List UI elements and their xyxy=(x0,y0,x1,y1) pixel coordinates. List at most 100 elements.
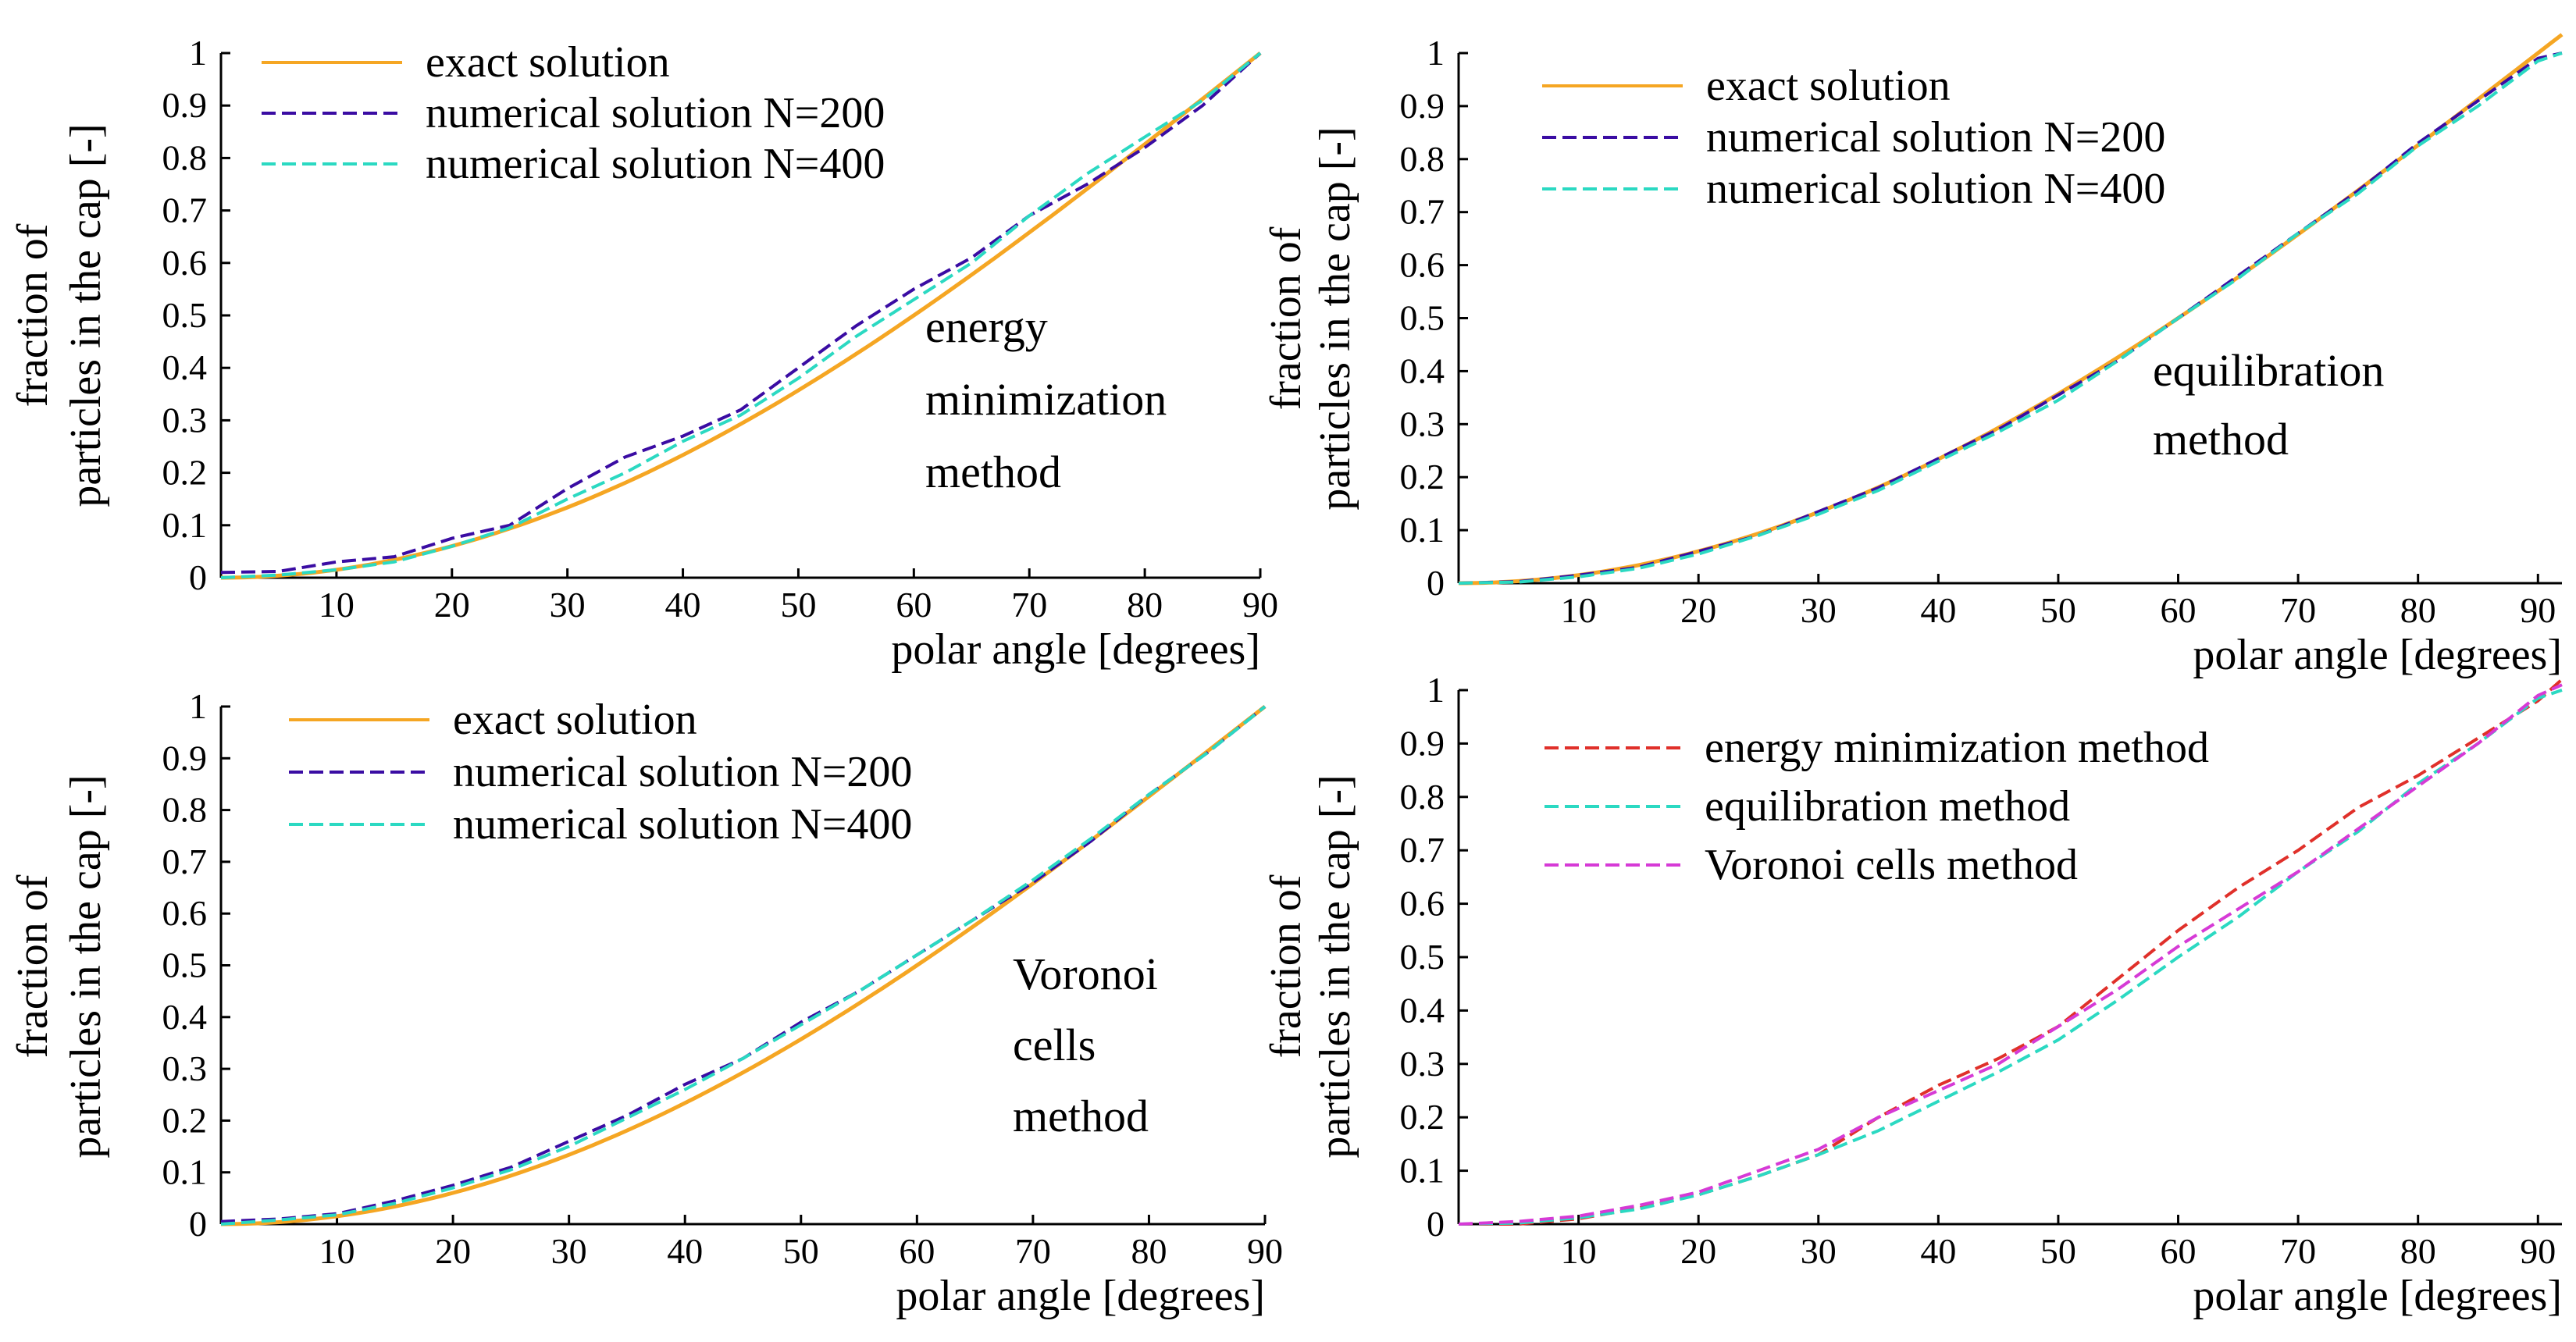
y-axis-title: particles in the cap [-] xyxy=(1311,126,1359,510)
panel-bottom-left: 0 0.1 0.2 0.3 0.4 0.5 0.6 0.7 0.8 0.9 1 10 20 30 40 50 6… xyxy=(9,686,1283,1320)
y-axis-title: fraction of xyxy=(1262,874,1310,1058)
series-line-1 xyxy=(220,52,1262,575)
x-tick-label: 20 xyxy=(434,585,470,625)
y-tick-label: 0 xyxy=(189,557,207,597)
series-line-2 xyxy=(220,705,1267,1226)
series-line-0 xyxy=(220,52,1262,580)
y-tick-label: 0.7 xyxy=(162,842,208,881)
y-tick-label: 0.8 xyxy=(1400,139,1445,179)
legend-label: equilibration method xyxy=(1705,782,2070,831)
x-tick-label: 20 xyxy=(1680,590,1716,630)
y-tick-label: 0 xyxy=(1427,1204,1445,1244)
y-tick-label: 0.1 xyxy=(1400,510,1445,550)
method-annotation: method xyxy=(1013,1091,1149,1141)
y-axis-title: particles in the cap [-] xyxy=(62,123,110,507)
x-tick-label: 60 xyxy=(2161,1231,2197,1271)
y-tick-label: 0.4 xyxy=(162,347,208,387)
y-tick-label: 1 xyxy=(189,686,207,726)
y-tick-label: 0.5 xyxy=(1400,298,1445,338)
y-tick-label: 0.4 xyxy=(1400,990,1445,1030)
y-tick-label: 0 xyxy=(189,1204,207,1244)
x-tick-label: 70 xyxy=(2280,590,2316,630)
y-tick-label: 0.5 xyxy=(1400,937,1445,977)
y-tick-label: 1 xyxy=(1427,670,1445,710)
y-tick-label: 0.5 xyxy=(162,295,208,335)
legend-label: exact solution xyxy=(426,38,670,87)
x-tick-label: 80 xyxy=(1131,1231,1167,1271)
x-tick-label: 50 xyxy=(2040,590,2076,630)
y-tick-label: 0.1 xyxy=(162,1152,208,1192)
y-tick-label: 0.2 xyxy=(162,1100,208,1140)
y-tick-label: 0.8 xyxy=(162,137,208,177)
y-tick-label: 0.8 xyxy=(162,790,208,830)
x-tick-label: 90 xyxy=(2520,1231,2556,1271)
y-tick-label: 0.9 xyxy=(162,738,208,778)
y-tick-label: 0 xyxy=(1427,563,1445,603)
method-annotation: minimization xyxy=(925,374,1167,425)
series-line-2 xyxy=(220,52,1262,579)
method-annotation: Voronoi xyxy=(1013,949,1158,999)
y-tick-label: 0.6 xyxy=(1400,245,1445,285)
y-tick-label: 0.9 xyxy=(162,85,208,125)
y-tick-label: 0.7 xyxy=(1400,830,1445,870)
x-tick-label: 10 xyxy=(319,1231,355,1271)
x-tick-label: 40 xyxy=(667,1231,703,1271)
legend-label: exact solution xyxy=(453,696,697,744)
y-axis-title: fraction of xyxy=(9,223,57,407)
x-tick-label: 70 xyxy=(1015,1231,1051,1271)
x-tick-label: 20 xyxy=(1680,1231,1716,1271)
y-tick-label: 0.3 xyxy=(162,1048,208,1088)
x-tick-label: 80 xyxy=(2400,590,2436,630)
x-tick-label: 10 xyxy=(1561,590,1597,630)
method-annotation: method xyxy=(925,447,1061,497)
y-tick-label: 0.9 xyxy=(1400,86,1445,126)
legend-label: numerical solution N=200 xyxy=(1706,113,2165,162)
y-tick-label: 0.4 xyxy=(162,997,208,1037)
x-axis-title: polar angle [degrees] xyxy=(2193,1272,2562,1320)
y-tick-label: 1 xyxy=(189,33,207,73)
x-axis-title: polar angle [degrees] xyxy=(891,625,1260,674)
x-tick-label: 40 xyxy=(1920,590,1956,630)
y-tick-label: 0.5 xyxy=(162,945,208,985)
x-tick-label: 50 xyxy=(783,1231,819,1271)
y-tick-label: 0.3 xyxy=(1400,1044,1445,1084)
legend-label: numerical solution N=400 xyxy=(1706,165,2165,213)
panel-bottom-right: 0 0.1 0.2 0.3 0.4 0.5 0.6 0.7 0.8 0.9 1 10 20 30 40 50 6… xyxy=(1262,670,2564,1320)
x-axis-title: polar angle [degrees] xyxy=(896,1272,1265,1320)
x-tick-label: 30 xyxy=(1801,1231,1837,1271)
y-axis-title: fraction of xyxy=(1262,226,1310,410)
x-tick-label: 40 xyxy=(665,585,701,625)
y-axis-title: particles in the cap [-] xyxy=(1311,774,1359,1158)
x-tick-label: 10 xyxy=(1561,1231,1597,1271)
method-annotation: method xyxy=(2153,414,2289,465)
x-tick-label: 60 xyxy=(896,585,932,625)
x-tick-label: 60 xyxy=(899,1231,935,1271)
y-tick-label: 1 xyxy=(1427,33,1445,73)
y-tick-label: 0.3 xyxy=(162,400,208,440)
x-tick-label: 80 xyxy=(2400,1231,2436,1271)
legend-label: energy minimization method xyxy=(1705,724,2209,772)
x-tick-label: 60 xyxy=(2161,590,2197,630)
y-tick-label: 0.7 xyxy=(1400,192,1445,232)
legend-label: exact solution xyxy=(1706,62,1951,110)
legend-label: numerical solution N=200 xyxy=(453,748,912,796)
legend-label: Voronoi cells method xyxy=(1705,841,2078,889)
x-tick-label: 50 xyxy=(780,585,816,625)
y-tick-label: 0.1 xyxy=(162,505,208,545)
x-tick-label: 40 xyxy=(1920,1231,1956,1271)
y-axis-title: particles in the cap [-] xyxy=(62,774,110,1158)
x-tick-label: 90 xyxy=(2520,590,2556,630)
method-annotation: cells xyxy=(1013,1020,1096,1070)
x-tick-label: 90 xyxy=(1247,1231,1283,1271)
x-tick-label: 30 xyxy=(551,1231,587,1271)
y-tick-label: 0.3 xyxy=(1400,404,1445,443)
method-annotation: energy xyxy=(925,301,1048,352)
y-tick-label: 0.7 xyxy=(162,190,208,230)
legend-label: numerical solution N=400 xyxy=(453,800,912,849)
y-tick-label: 0.6 xyxy=(162,893,208,933)
legend-label: numerical solution N=400 xyxy=(426,140,885,188)
x-tick-label: 70 xyxy=(2280,1231,2316,1271)
method-annotation: equilibration xyxy=(2153,345,2384,396)
x-tick-label: 10 xyxy=(319,585,355,625)
